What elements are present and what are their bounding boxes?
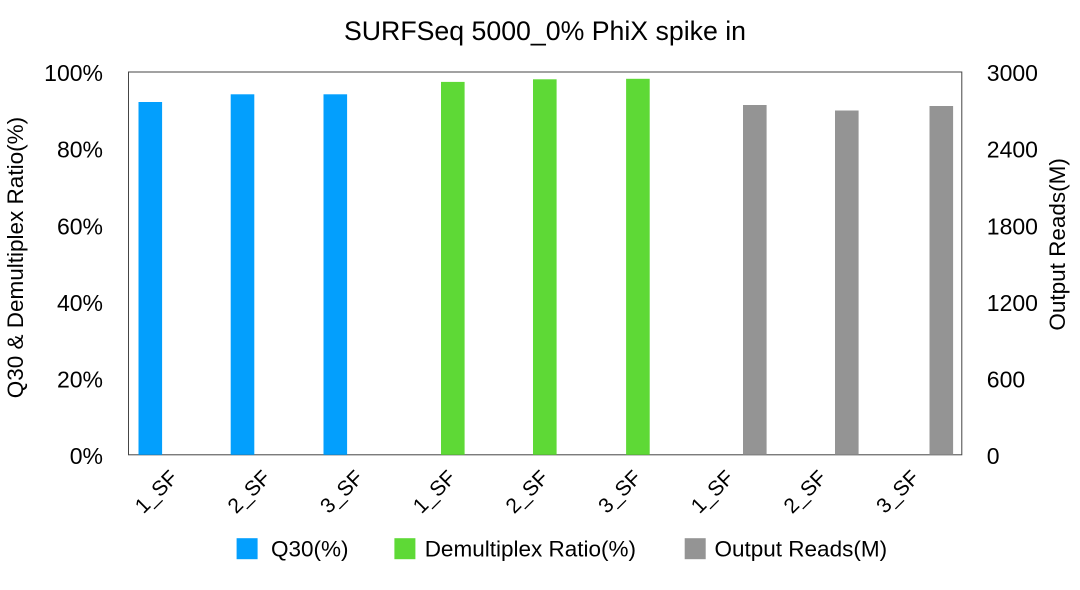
svg-text:20%: 20% — [57, 367, 103, 393]
svg-text:1800: 1800 — [987, 213, 1038, 239]
svg-text:600: 600 — [987, 367, 1025, 393]
svg-text:2400: 2400 — [987, 137, 1038, 163]
svg-text:100%: 100% — [44, 60, 103, 86]
svg-text:0%: 0% — [70, 443, 103, 469]
svg-text:Demultiplex Ratio(%): Demultiplex Ratio(%) — [425, 537, 636, 562]
svg-text:SURFSeq 5000_0% PhiX spike in: SURFSeq 5000_0% PhiX spike in — [344, 16, 746, 46]
svg-text:1200: 1200 — [987, 290, 1038, 316]
svg-text:Output Reads(M): Output Reads(M) — [1045, 158, 1070, 331]
svg-text:80%: 80% — [57, 137, 103, 163]
svg-text:40%: 40% — [57, 290, 103, 316]
svg-text:3000: 3000 — [987, 60, 1038, 86]
svg-text:0: 0 — [987, 443, 1000, 469]
svg-text:Output Reads(M): Output Reads(M) — [715, 537, 888, 562]
svg-text:Q30 & Demultiplex Ratio(%): Q30 & Demultiplex Ratio(%) — [3, 117, 28, 398]
svg-text:Q30(%): Q30(%) — [271, 537, 349, 562]
svg-text:60%: 60% — [57, 213, 103, 239]
